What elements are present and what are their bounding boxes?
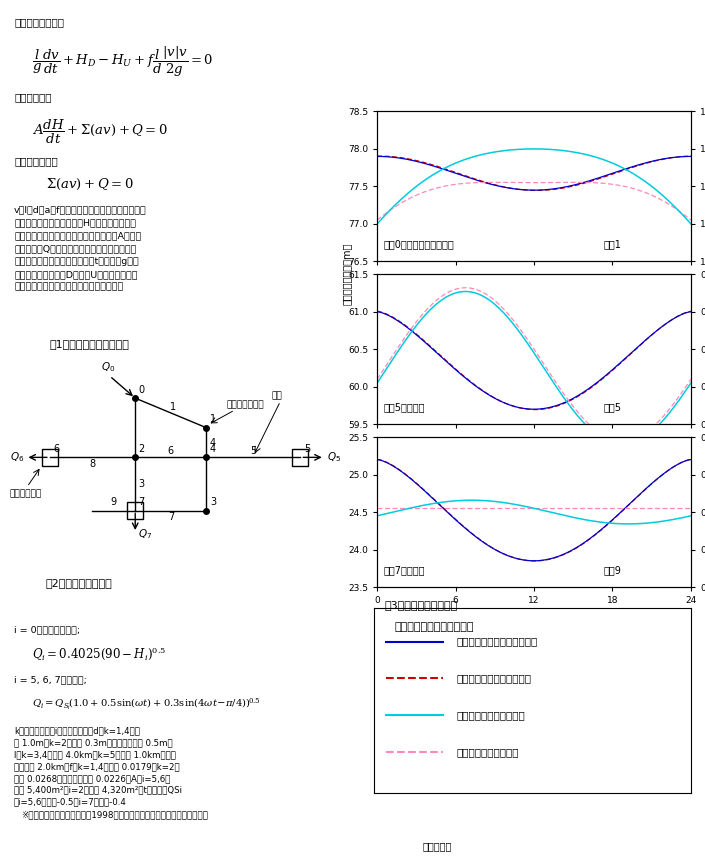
Text: 1: 1 <box>210 414 216 424</box>
Text: 管路9: 管路9 <box>603 565 621 575</box>
Text: 5: 5 <box>250 446 257 456</box>
Text: $\Sigma(av)+Q=0$: $\Sigma(av)+Q=0$ <box>46 177 133 193</box>
Text: 既往の方法による流量: 既往の方法による流量 <box>456 747 519 758</box>
Text: 管路5: 管路5 <box>603 402 621 412</box>
Text: 7: 7 <box>139 497 145 507</box>
Text: $Q_i=Q_{S_i}\!\left(1.0+0.5\sin(\omega t)+0.3\sin(4\omega t\!-\!\pi/4)\right)^{\: $Q_i=Q_{S_i}\!\left(1.0+0.5\sin(\omega t… <box>32 697 261 712</box>
Text: 3: 3 <box>210 497 216 507</box>
X-axis label: 時間（h）: 時間（h） <box>518 611 550 620</box>
Text: 節点7（水槽）: 節点7（水槽） <box>384 565 425 575</box>
Text: $\dfrac{l}{g}\dfrac{dv}{dt}+H_D-H_U+f\dfrac{l}{d}\dfrac{|v|v}{2g}=0$: $\dfrac{l}{g}\dfrac{dv}{dt}+H_D-H_U+f\df… <box>32 45 213 79</box>
Text: 9: 9 <box>111 497 117 507</box>
Text: 5: 5 <box>304 444 310 454</box>
Text: 分岐点の連続式: 分岐点の連続式 <box>14 156 58 166</box>
Text: $Q_6$: $Q_6$ <box>10 451 24 464</box>
Text: 図2　配水系統の概要: 図2 配水系統の概要 <box>46 578 113 588</box>
Text: 水槽（節点）: 水槽（節点） <box>10 488 42 498</box>
Text: 管路: 管路 <box>272 391 283 400</box>
Text: 4: 4 <box>209 438 216 447</box>
Text: 2: 2 <box>139 444 145 454</box>
Text: $Q_5$: $Q_5$ <box>326 451 341 464</box>
Text: 節点の圧力水頭（m）: 節点の圧力水頭（m） <box>342 243 352 305</box>
Text: 7: 7 <box>168 512 174 522</box>
Text: 管路1: 管路1 <box>603 239 621 249</box>
Text: （浪平篹）: （浪平篹） <box>423 842 453 852</box>
Text: 節点5（水槽）: 節点5（水槽） <box>384 402 425 412</box>
Text: 節点0（ポンプ注水地点）: 節点0（ポンプ注水地点） <box>384 239 454 249</box>
Text: i = 5, 6, 7（取水）;: i = 5, 6, 7（取水）; <box>14 675 87 685</box>
Text: 本研究の方法による流量: 本研究の方法による流量 <box>456 710 525 721</box>
Text: 8: 8 <box>90 458 96 469</box>
Text: i = 0（ポンプ注水）;: i = 0（ポンプ注水）; <box>14 626 80 635</box>
Text: $Q_0$: $Q_0$ <box>101 360 116 374</box>
Text: 図3　節点の圧力水頭と: 図3 節点の圧力水頭と <box>384 601 458 610</box>
Text: 1: 1 <box>170 402 176 412</box>
Text: 管路の運動方程式: 管路の運動方程式 <box>14 17 64 27</box>
Text: 水槽の連続式: 水槽の連続式 <box>14 92 51 102</box>
Text: 0: 0 <box>139 385 145 394</box>
Text: ※既往の方法：鬼塚宏太郎（1998）送配水システム解析入門、技報堂出版: ※既往の方法：鬼塚宏太郎（1998）送配水システム解析入門、技報堂出版 <box>21 810 208 819</box>
Text: 3: 3 <box>138 479 145 489</box>
Text: 6: 6 <box>53 444 59 454</box>
Text: 管路の流量の時間変化: 管路の流量の時間変化 <box>395 622 474 632</box>
Text: 本研究の方法による圧力水頭: 本研究の方法による圧力水頭 <box>456 637 537 647</box>
Text: 4: 4 <box>210 444 216 454</box>
Text: 既往の方法による圧力水頭: 既往の方法による圧力水頭 <box>456 674 531 684</box>
Text: $Q_7$: $Q_7$ <box>138 527 152 541</box>
Text: 6: 6 <box>168 446 174 456</box>
Text: $A\dfrac{dH}{dt}+\Sigma(av)+Q=0$: $A\dfrac{dH}{dt}+\Sigma(av)+Q=0$ <box>32 117 168 146</box>
Text: v、l、d、a、fはそれぞれ管路の流速、長さ、口
径、流積、摩擦損失係数、Hは水槽や分岐点等
の節点における基準線からの圧力水頭、Aは水槽
の底面積、Qは節点に: v、l、d、a、fはそれぞれ管路の流速、長さ、口 径、流積、摩擦損失係数、Hは水… <box>14 206 147 291</box>
Text: 分岐点（節点）: 分岐点（節点） <box>226 400 264 409</box>
Text: $Q_i = 0.4025(90-H_i)^{0.5}$: $Q_i = 0.4025(90-H_i)^{0.5}$ <box>32 646 166 663</box>
Text: 図1　剛性モデルの基礎式: 図1 剛性モデルの基礎式 <box>49 339 129 350</box>
Text: k：管路の番号、i：管路の番号、d：k=1,4のと
き 1.0m、k=2のとき 0.3m、その他のとき 0.5m、
l：k=3,4のとき 4.0km、k=5のと: k：管路の番号、i：管路の番号、d：k=1,4のと き 1.0m、k=2のとき … <box>14 727 182 806</box>
